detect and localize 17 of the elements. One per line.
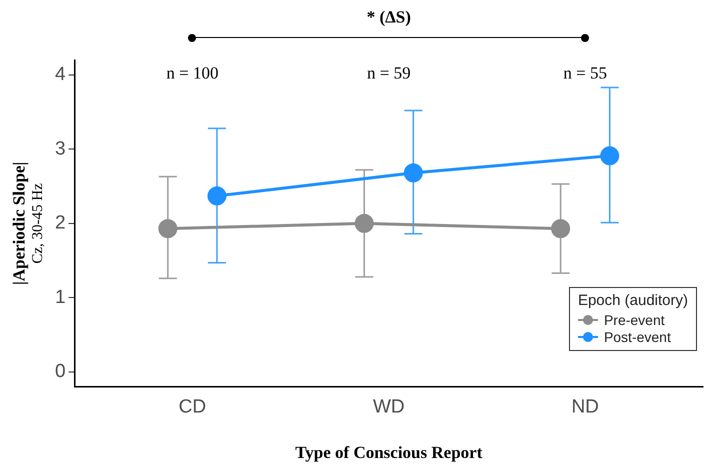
y-tick-label: 3 bbox=[54, 138, 66, 160]
x-tick-label: ND bbox=[571, 396, 599, 418]
x-axis-title: Type of Conscious Report bbox=[295, 443, 483, 462]
y-tick-label: 1 bbox=[54, 286, 66, 308]
y-tick-label: 2 bbox=[54, 212, 66, 234]
y-axis-title: |Aperiodic Slope| Cz, 30-45 Hz bbox=[9, 162, 46, 285]
annotation: n = 55 bbox=[563, 63, 607, 82]
legend-label: Pre-event bbox=[604, 312, 665, 328]
annotation: n = 100 bbox=[166, 63, 218, 82]
annotation: n = 59 bbox=[366, 63, 411, 82]
y-tick-label: 4 bbox=[54, 64, 66, 86]
legend-title: Epoch (auditory) bbox=[578, 292, 688, 309]
text: * (ΔS) bbox=[366, 7, 411, 26]
legend-label: Post-event bbox=[604, 328, 671, 345]
x-tick-label: WD bbox=[372, 396, 405, 418]
x-tick-label: CD bbox=[178, 396, 206, 418]
y-tick-label: 0 bbox=[54, 361, 66, 382]
